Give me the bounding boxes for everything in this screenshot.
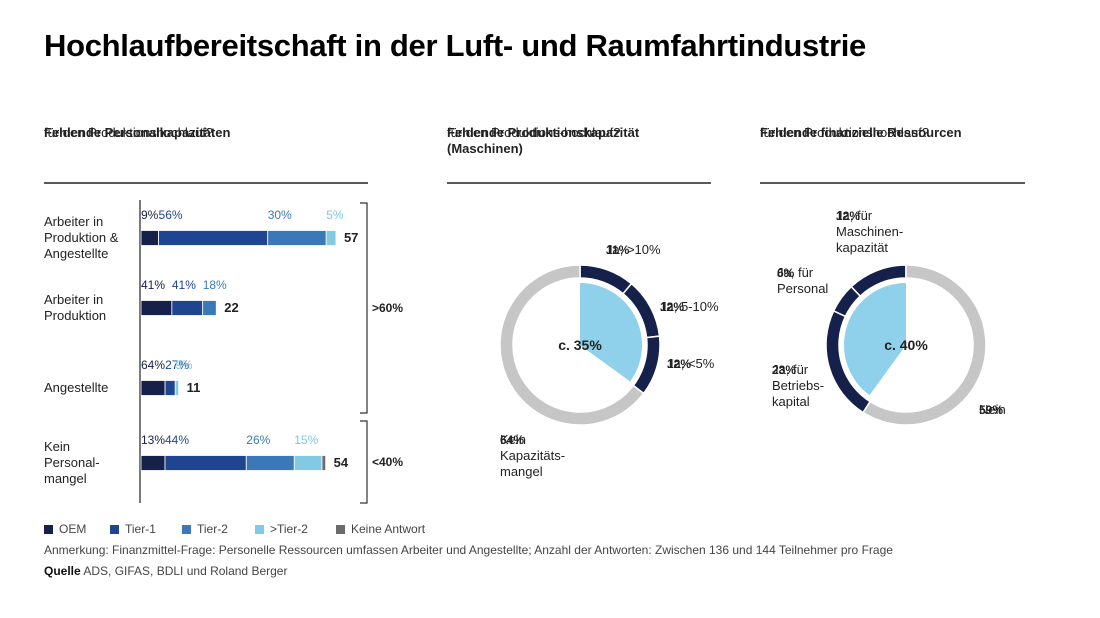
chart-title: Fehlende Personalkapazitäten [44,125,231,140]
value-label: 30% [267,208,292,222]
value-label: 15% [294,433,319,447]
value-label: 44% [165,433,190,447]
chart-title: Fehlende finanzielle Ressourcen [760,125,962,140]
slice-value: 59% [979,403,1004,417]
value-label: 18% [202,278,227,292]
legend-swatch [255,525,264,534]
value-label: 5% [326,208,344,222]
chart-subtitle: für den Produktionshochlauf? [760,125,930,140]
page-title: Hochlaufbereitschaft in der Luft- und Ra… [44,28,866,63]
bar-segment [140,455,166,471]
source: ADS, GIFAS, BDLI und Roland Berger [83,564,288,578]
legend-label: Tier-1 [125,522,156,536]
source-line: Quelle ADS, GIFAS, BDLI und Roland Berge… [44,563,287,579]
chart-subtitle: für den Produktions-hochlauf? [447,125,621,140]
slice-value: 64% [500,433,525,447]
bar-segment [140,300,173,316]
bar-segment [174,380,180,396]
bar-segment [140,380,166,396]
total-label: 11 [186,380,201,395]
bar-segment [171,300,204,316]
total-label: 22 [224,300,239,315]
bar-segment [158,230,269,246]
legend-label: Keine Antwort [351,522,426,536]
slice-value: 12% [660,300,685,314]
bar-segment [245,455,295,471]
total-label: 54 [333,455,349,470]
slice-category: Nein [979,402,1006,417]
value-label: 41% [141,278,166,292]
bar-segment [321,455,327,471]
value-label: 56% [158,208,183,222]
value-label: 9% [141,208,159,222]
center-sector [843,283,906,396]
center-label: c. 40% [884,337,928,353]
chart-subtitle: für den Produktionshochlauf? [44,125,214,140]
slice-category: Ja, für Maschinen-kapazität [836,208,904,255]
bar-segment [293,455,323,471]
slice-category: Ja, für Personal [777,265,829,296]
legend-swatch [44,525,53,534]
center-sector [580,283,642,382]
chart-title: Fehlende Produktionskapazität (Maschinen… [447,125,640,156]
slice-value: 11% [606,243,630,257]
bar-segment [267,230,327,246]
slice-category: Kein Kapazitäts-mangel [500,432,566,479]
legend-label: Tier-2 [197,522,228,536]
bracket [360,420,368,504]
donut-slice [499,264,645,426]
value-label: 41% [171,278,196,292]
bar-segment [164,380,176,396]
slice-value: 12% [667,357,692,371]
bar-segment [325,230,337,246]
legend-label: >Tier-2 [270,522,308,536]
value-label: 27% [165,358,190,372]
value-label: 26% [246,433,271,447]
donut-slice [862,264,987,426]
value-label: 64% [141,358,166,372]
legend-swatch [182,525,191,534]
bar-segment [140,230,159,246]
value-label: 9% [175,358,193,372]
note: Anmerkung: Finanzmittel-Frage: Personell… [44,543,893,557]
slice-category: Ja, <5% [667,356,715,371]
legend-label: OEM [59,522,87,536]
category-label: Arbeiter in Produktion & Angestellte [44,214,119,261]
slice-value: 6% [777,266,795,280]
value-label: 13% [141,433,166,447]
source-label: Quelle [44,564,81,578]
slice-value: 12% [836,209,861,223]
bar-segment [164,455,247,471]
bar-segment [202,300,217,316]
category-label: Angestellte [44,380,109,395]
bracket-label: <40% [372,455,404,469]
center-label: c. 35% [558,337,602,353]
total-label: 57 [343,230,359,245]
legend-swatch [336,525,345,534]
legend-swatch [110,525,119,534]
category-label: Arbeiter in Produktion [44,292,107,323]
slice-category: Ja, für Betriebs-kapital [772,362,825,409]
bracket-label: >60% [372,301,404,315]
slice-value: 23% [772,363,797,377]
category-label: Kein Personal-mangel [44,439,100,486]
bracket [360,202,368,414]
slice-category: Ja, 5-10% [660,299,719,314]
slice-category: Ja, >10% [606,242,661,257]
